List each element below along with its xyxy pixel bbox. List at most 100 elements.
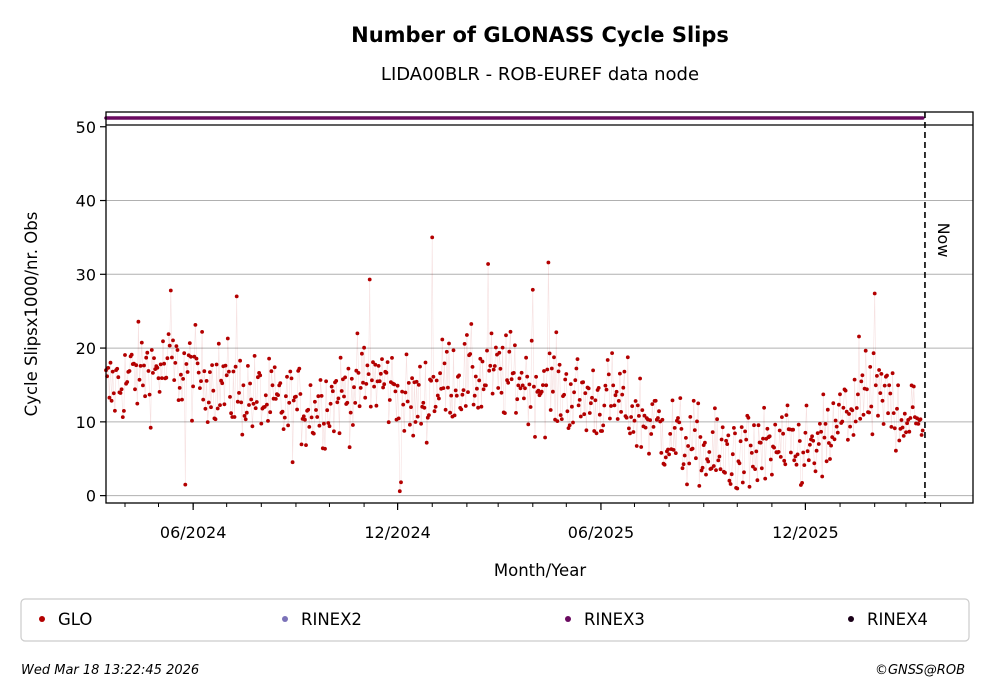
glo-point [691, 398, 696, 403]
glo-point [526, 422, 531, 427]
x-tick-label: 12/2024 [364, 523, 430, 542]
glo-point [600, 429, 604, 433]
glo-point [152, 356, 156, 360]
glo-point [542, 369, 546, 373]
glo-point [453, 388, 458, 393]
glo-point [438, 371, 442, 376]
glo-point [337, 431, 342, 436]
glo-point [460, 392, 465, 397]
glo-point [568, 382, 573, 386]
glo-point [844, 409, 849, 414]
glo-point [726, 433, 731, 438]
glo-point [444, 349, 449, 354]
glo-point [248, 381, 253, 386]
glo-point [301, 414, 306, 419]
glo-point [727, 478, 732, 483]
glo-point [435, 393, 440, 398]
glo-point [437, 396, 441, 401]
glo-point [718, 467, 723, 472]
glo-point [145, 350, 150, 355]
glo-point [749, 451, 754, 455]
glo-point [880, 398, 885, 403]
glo-point [859, 379, 864, 384]
x-axis-label: Month/Year [494, 561, 586, 580]
glo-point [358, 386, 363, 390]
glo-point [685, 482, 689, 487]
glo-point [732, 426, 736, 430]
glo-point [338, 355, 343, 360]
glo-point [471, 402, 476, 407]
glo-point [831, 401, 836, 406]
now-label: Now [934, 223, 953, 258]
glo-point [408, 422, 412, 427]
glo-point [825, 407, 830, 412]
glo-point [299, 442, 304, 447]
glo-point [850, 408, 855, 413]
glo-point [172, 378, 177, 382]
glo-point [919, 433, 924, 437]
glo-point [113, 408, 117, 413]
x-tick-label: 06/2024 [160, 523, 226, 542]
glo-point [181, 377, 186, 381]
glo-point [581, 380, 585, 385]
glo-point [794, 462, 799, 467]
glo-point [895, 406, 899, 411]
glo-point [863, 348, 868, 353]
now-marker: Now [924, 112, 953, 503]
glo-point [284, 394, 288, 399]
glo-point [894, 448, 898, 453]
glo-point [490, 391, 495, 396]
glo-point [390, 356, 394, 360]
glo-point [195, 361, 200, 366]
glo-point [382, 382, 387, 387]
glo-point [377, 379, 382, 384]
glo-point [157, 390, 162, 394]
glo-point [198, 386, 202, 390]
glo-point [332, 429, 336, 434]
glo-point [485, 348, 489, 353]
y-tick-label: 20 [76, 339, 96, 358]
glo-point [733, 431, 737, 436]
glo-point [413, 420, 418, 424]
glo-point [158, 362, 163, 367]
glo-point [891, 411, 896, 415]
glo-point [509, 377, 514, 382]
glo-point [832, 437, 837, 442]
glo-point [161, 339, 165, 344]
glo-point [901, 434, 906, 438]
glo-point [519, 370, 524, 375]
glo-point [322, 421, 326, 426]
glo-point [203, 406, 208, 411]
glo-point [802, 463, 807, 467]
glo-point [429, 378, 433, 383]
glo-point [778, 455, 783, 459]
glo-point [319, 394, 324, 398]
glo-point [582, 412, 587, 417]
glo-point [229, 411, 234, 416]
glo-point [107, 395, 112, 400]
glo-point [876, 413, 880, 418]
glo-point [851, 433, 856, 437]
glo-point [223, 363, 228, 368]
glo-point [609, 404, 613, 408]
glo-point [384, 370, 389, 375]
glo-point [343, 375, 347, 380]
glo-point [635, 403, 640, 408]
glo-point [613, 393, 618, 398]
glo-point [618, 371, 622, 376]
glo-point [816, 442, 821, 446]
glo-point [120, 415, 125, 419]
glo-point [432, 409, 437, 414]
glo-point [231, 369, 236, 374]
glo-point [308, 383, 313, 387]
glo-point [814, 448, 819, 453]
glo-point [730, 452, 735, 457]
glo-point [208, 370, 212, 374]
glo-point [892, 426, 897, 431]
glo-point [860, 373, 865, 378]
glo-point [193, 323, 198, 327]
glo-point [703, 440, 707, 445]
glo-point [838, 392, 842, 397]
glo-point [443, 407, 448, 412]
glo-point [314, 408, 318, 412]
